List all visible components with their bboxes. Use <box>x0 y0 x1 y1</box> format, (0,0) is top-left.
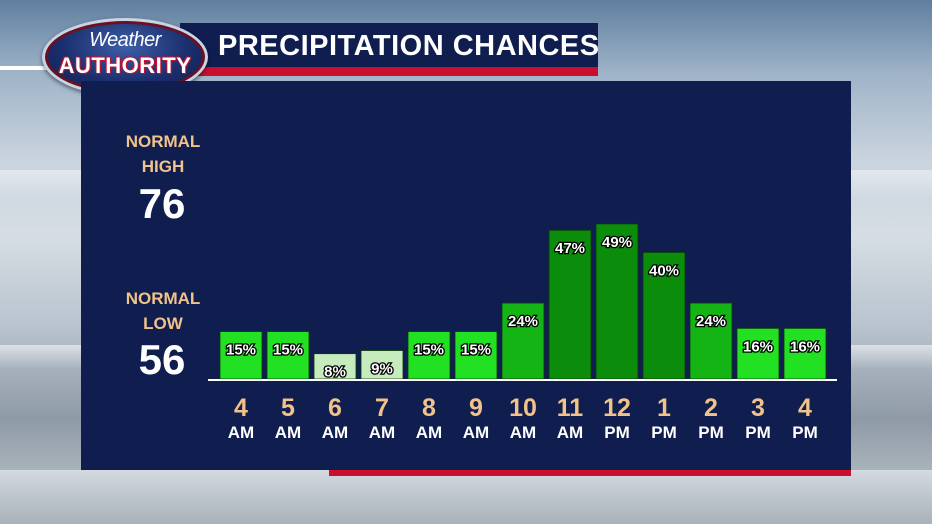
x-tick-hour-8: 12 <box>603 394 631 422</box>
x-tick-hour-2: 6 <box>328 394 342 422</box>
logo-accent-line <box>0 66 80 70</box>
x-tick-hour-0: 4 <box>234 394 248 422</box>
data-label-5: 15% <box>461 342 491 359</box>
x-tick-period-0: AM <box>228 423 254 442</box>
x-tick-hour-5: 9 <box>469 394 483 422</box>
data-label-12: 16% <box>790 338 820 355</box>
title-red-stripe <box>180 67 598 76</box>
bar-5 <box>454 331 498 380</box>
logo-line2: AUTHORITY <box>58 53 192 78</box>
x-tick-hour-3: 7 <box>375 394 389 422</box>
bar-3 <box>360 350 404 380</box>
x-tick-period-5: AM <box>463 423 489 442</box>
data-label-9: 40% <box>649 262 679 279</box>
bar-10 <box>689 302 733 380</box>
panel-red-stripe <box>329 470 851 476</box>
x-tick-hour-7: 11 <box>557 394 584 422</box>
data-label-4: 15% <box>414 342 444 359</box>
logo-line1: Weather <box>89 29 161 51</box>
data-label-11: 16% <box>743 338 773 355</box>
normal-low-label-line2: LOW <box>143 314 183 333</box>
x-tick-hour-1: 5 <box>281 394 295 422</box>
x-tick-period-10: PM <box>698 423 724 442</box>
bar-12 <box>783 327 827 380</box>
x-tick-period-4: AM <box>416 423 442 442</box>
x-tick-period-12: PM <box>792 423 818 442</box>
chart-panel <box>81 81 851 470</box>
x-tick-hour-10: 2 <box>704 394 718 422</box>
bar-4 <box>407 331 451 380</box>
normal-high-label-line2: HIGH <box>141 157 185 176</box>
x-tick-hour-11: 3 <box>751 394 765 422</box>
data-label-0: 15% <box>226 342 256 359</box>
x-tick-period-2: AM <box>322 423 348 442</box>
x-tick-hour-6: 10 <box>509 394 537 422</box>
data-label-10: 24% <box>696 313 726 330</box>
x-tick-period-11: PM <box>745 423 771 442</box>
x-tick-hour-12: 4 <box>798 394 812 422</box>
floor-gradient <box>0 470 932 524</box>
x-tick-period-9: PM <box>651 423 677 442</box>
data-label-7: 47% <box>555 240 585 257</box>
x-tick-period-1: AM <box>275 423 301 442</box>
data-label-8: 49% <box>602 234 632 251</box>
x-tick-period-7: AM <box>557 423 583 442</box>
data-label-3: 9% <box>371 361 393 378</box>
data-label-6: 24% <box>508 313 538 330</box>
title-bar <box>180 23 598 67</box>
x-tick-hour-9: 1 <box>657 394 671 422</box>
bar-11 <box>736 327 780 380</box>
normal-high-value: 76 <box>138 180 186 227</box>
bar-6 <box>501 302 545 380</box>
x-tick-hour-4: 8 <box>422 394 436 422</box>
chart-title: PRECIPITATION CHANCES <box>218 30 600 62</box>
normal-high-label-line1: NORMAL <box>125 132 201 151</box>
bar-8 <box>595 223 639 380</box>
data-label-1: 15% <box>273 342 303 359</box>
x-tick-period-3: AM <box>369 423 395 442</box>
bar-1 <box>266 331 310 380</box>
normal-low-value: 56 <box>138 336 186 383</box>
data-label-2: 8% <box>324 364 346 381</box>
x-tick-period-8: PM <box>604 423 630 442</box>
normal-low-label-line1: NORMAL <box>125 289 201 308</box>
bar-7 <box>548 229 592 380</box>
x-tick-period-6: AM <box>510 423 536 442</box>
bar-9 <box>642 251 686 380</box>
